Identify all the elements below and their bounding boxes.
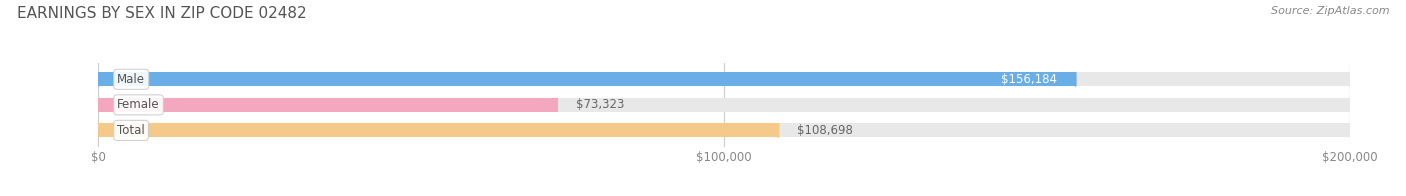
Text: $73,323: $73,323	[576, 98, 624, 111]
Text: EARNINGS BY SEX IN ZIP CODE 02482: EARNINGS BY SEX IN ZIP CODE 02482	[17, 6, 307, 21]
Text: Source: ZipAtlas.com: Source: ZipAtlas.com	[1271, 6, 1389, 16]
Bar	[98, 98, 1350, 112]
Bar	[98, 72, 1350, 86]
Text: Female: Female	[117, 98, 160, 111]
Text: $108,698: $108,698	[797, 124, 853, 137]
Bar	[98, 123, 779, 137]
Text: Total: Total	[117, 124, 145, 137]
Text: Male: Male	[117, 73, 145, 86]
Bar	[98, 72, 1076, 86]
Text: $156,184: $156,184	[1001, 73, 1057, 86]
Bar	[98, 123, 1350, 137]
Bar	[98, 98, 557, 112]
